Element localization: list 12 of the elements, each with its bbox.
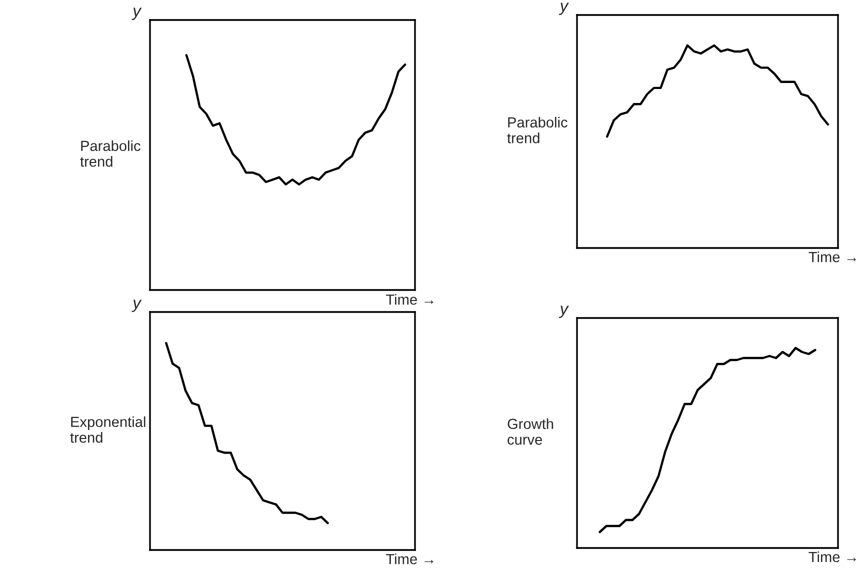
text: Exponential trend (70, 416, 146, 443)
x-axis-title: Time → (808, 251, 856, 262)
text: Parabolic trend (507, 116, 568, 144)
y-axis-title: y (132, 300, 142, 312)
y-axis-title: y (558, 306, 569, 318)
y-axis-title: y (558, 2, 569, 15)
x-axis-title: Time → (386, 294, 434, 305)
x-axis-title: Time → (808, 551, 856, 562)
text: Growth curve (508, 418, 554, 445)
y-axis-title: y (132, 8, 142, 20)
x-axis-title: Time → (386, 554, 434, 564)
text: Parabolic trend (80, 140, 140, 167)
